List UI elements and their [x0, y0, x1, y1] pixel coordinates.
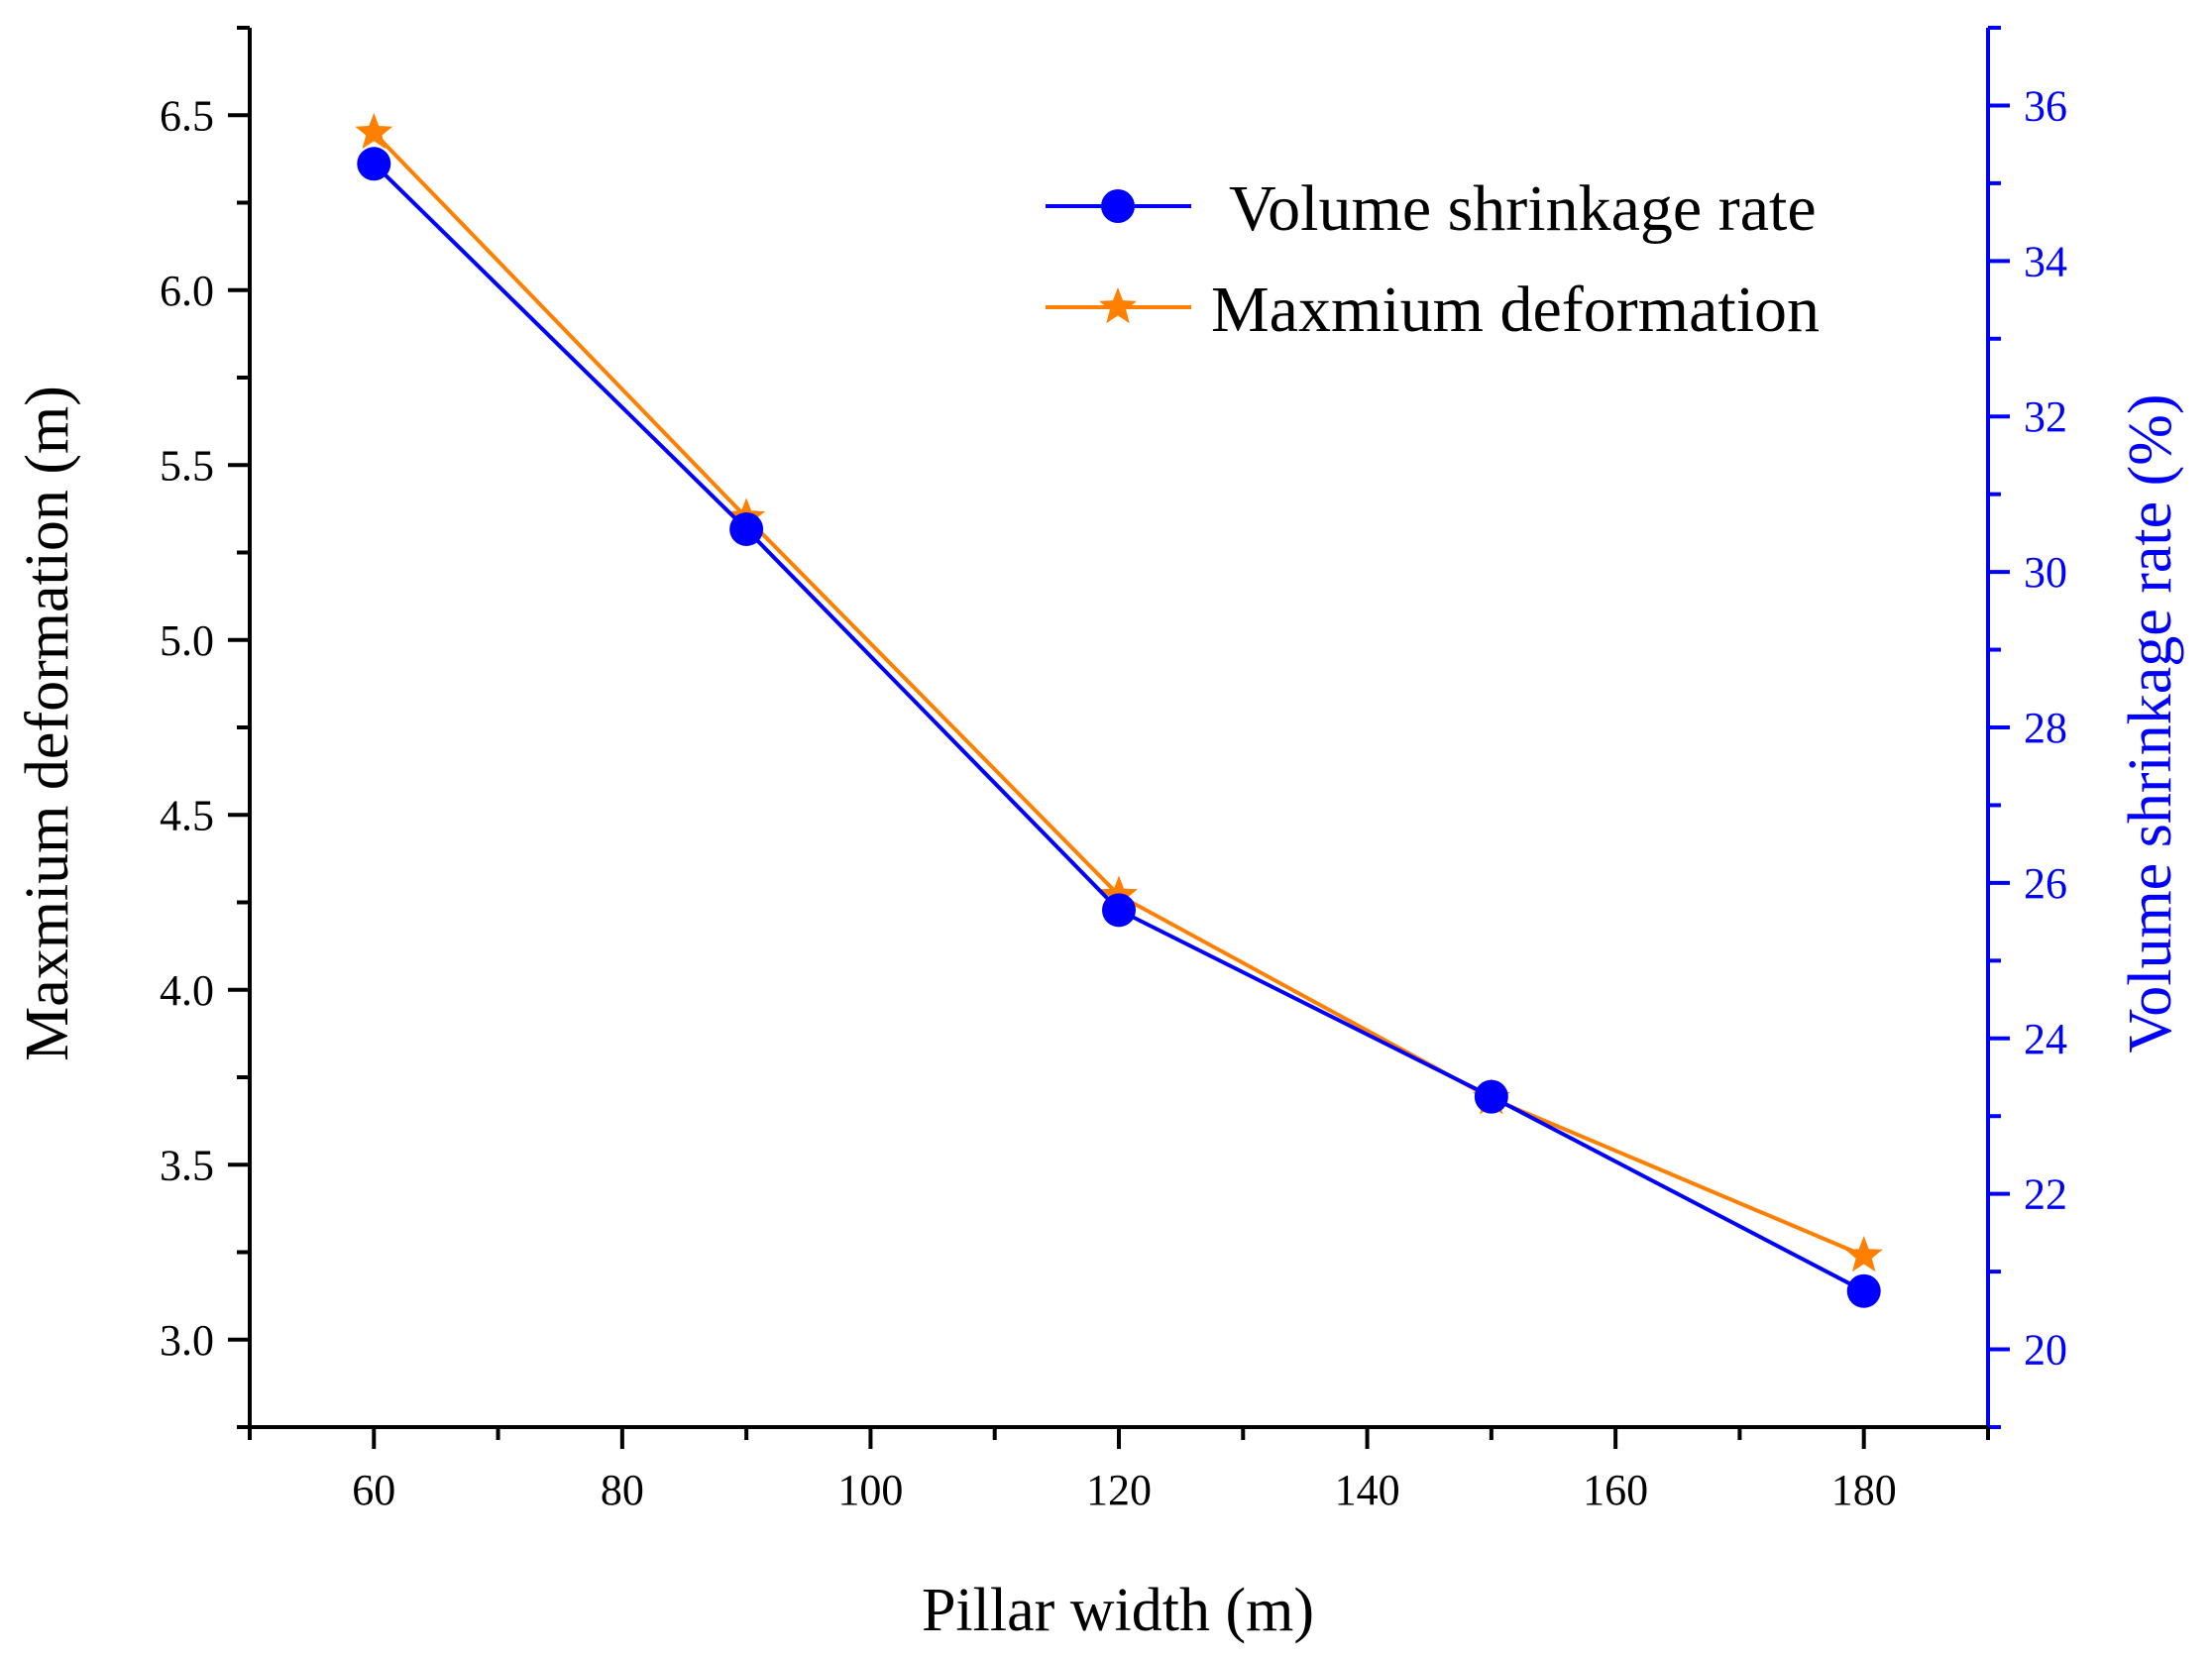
data-point-volume-shrinkage-rate: [729, 511, 764, 546]
left-tick-label: 4.0: [160, 966, 214, 1015]
x-tick-label: 60: [352, 1466, 395, 1514]
legend-marker-volume-shrinkage-rate: [1101, 189, 1135, 223]
data-point-maxmium-deformation: [1844, 1236, 1883, 1273]
left-tick-label: 5.0: [160, 616, 214, 665]
x-tick-label: 120: [1086, 1466, 1152, 1514]
data-point-volume-shrinkage-rate: [1846, 1273, 1881, 1308]
data-point-volume-shrinkage-rate: [1474, 1079, 1508, 1114]
left-tick-label: 3.5: [160, 1141, 214, 1189]
right-tick-label: 32: [2024, 392, 2067, 441]
left-y-axis-title: Maxmium deformation (m): [14, 386, 81, 1061]
x-axis: 60 80 100 120 140 160 180: [248, 1425, 1990, 1514]
left-tick-label: 6.5: [160, 91, 214, 140]
left-y-axis: 3.0 3.5 4.0 4.5 5.0 5.5 6.0 6.5: [160, 26, 252, 1429]
right-tick-label: 34: [2024, 237, 2067, 285]
right-tick-label: 28: [2024, 704, 2067, 752]
left-tick-label: 6.0: [160, 267, 214, 315]
legend-label-volume-shrinkage-rate: Volume shrinkage rate: [1229, 172, 1817, 245]
legend-label-maxmium-deformation: Maxmium deformation: [1211, 274, 1820, 346]
x-tick-label: 80: [601, 1466, 644, 1514]
right-tick-label: 26: [2024, 859, 2067, 908]
right-tick-label: 20: [2024, 1326, 2067, 1375]
x-tick-label: 140: [1335, 1466, 1400, 1514]
right-tick-label: 24: [2024, 1015, 2067, 1063]
right-tick-label: 36: [2024, 81, 2067, 130]
data-point-volume-shrinkage-rate: [1102, 893, 1136, 928]
data-point-maxmium-deformation: [355, 112, 393, 150]
data-point-volume-shrinkage-rate: [357, 147, 391, 181]
x-axis-title: Pillar width (m): [922, 1577, 1314, 1644]
legend-marker-maxmium-deformation: [1099, 287, 1137, 324]
x-tick-label: 100: [837, 1466, 903, 1514]
left-tick-label: 5.5: [160, 441, 214, 490]
left-tick-label: 3.0: [160, 1316, 214, 1365]
right-y-axis-title: Volume shrinkage rate (%): [2117, 393, 2184, 1052]
right-tick-label: 22: [2024, 1170, 2067, 1219]
right-tick-label: 30: [2024, 548, 2067, 597]
right-y-axis: 20 22 24 26 28 30 32 34 36: [1986, 26, 2067, 1429]
legend: Volume shrinkage rate Maxmium deformatio…: [1046, 172, 1820, 346]
series-layer: [355, 112, 1883, 1308]
x-tick-label: 180: [1831, 1466, 1897, 1514]
left-tick-label: 4.5: [160, 791, 214, 839]
x-tick-label: 160: [1583, 1466, 1648, 1514]
